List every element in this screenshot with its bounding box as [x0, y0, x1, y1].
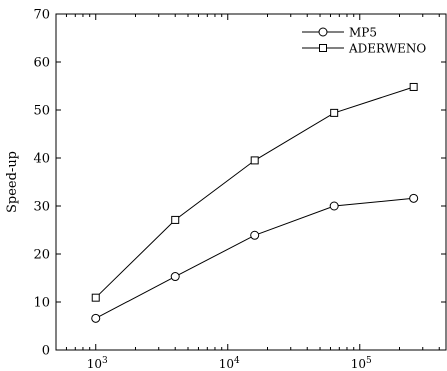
legend: MP5 ADERWENO: [302, 26, 426, 56]
legend-marker-aderweno: [319, 44, 327, 52]
x-tick-label: 105: [351, 356, 372, 371]
data-point-aderweno: [409, 82, 418, 91]
x-tick-label-exponent: 5: [366, 356, 372, 366]
data-point-mp5: [170, 272, 180, 282]
y-tick-label: 0: [42, 344, 50, 359]
y-tick-label: 20: [33, 248, 50, 263]
y-axis-label: Speed-up: [5, 151, 20, 213]
x-tick-label: 103: [87, 356, 108, 371]
legend-marker-mp5: [318, 27, 328, 37]
x-tick-label-base: 10: [87, 357, 102, 371]
series-layer: [91, 82, 419, 323]
y-tick-label: 10: [33, 296, 50, 311]
x-tick-label-base: 10: [351, 357, 366, 371]
data-point-aderweno: [330, 108, 339, 117]
data-point-mp5: [91, 313, 101, 323]
plot-frame: [55, 13, 447, 351]
data-point-mp5: [409, 193, 419, 203]
data-point-aderweno: [250, 156, 259, 165]
x-tick-label: 104: [219, 356, 240, 371]
data-point-mp5: [329, 201, 339, 211]
data-point-aderweno: [171, 215, 180, 224]
series-line-mp5: [95, 197, 414, 319]
x-tick-label-base: 10: [219, 357, 234, 371]
x-tick-label-exponent: 3: [102, 356, 108, 366]
legend-label-aderweno: ADERWENO: [348, 42, 426, 56]
data-point-aderweno: [91, 293, 100, 302]
legend-label-mp5: MP5: [349, 26, 377, 40]
x-tick-label-exponent: 4: [234, 356, 240, 366]
y-tick-label: 60: [33, 56, 50, 71]
data-point-mp5: [250, 230, 260, 240]
y-tick-label: 40: [33, 152, 50, 167]
y-tick-label: 70: [33, 8, 50, 23]
series-line-aderweno: [95, 86, 414, 299]
y-tick-label: 30: [33, 200, 50, 215]
y-tick-label: 50: [33, 104, 50, 119]
